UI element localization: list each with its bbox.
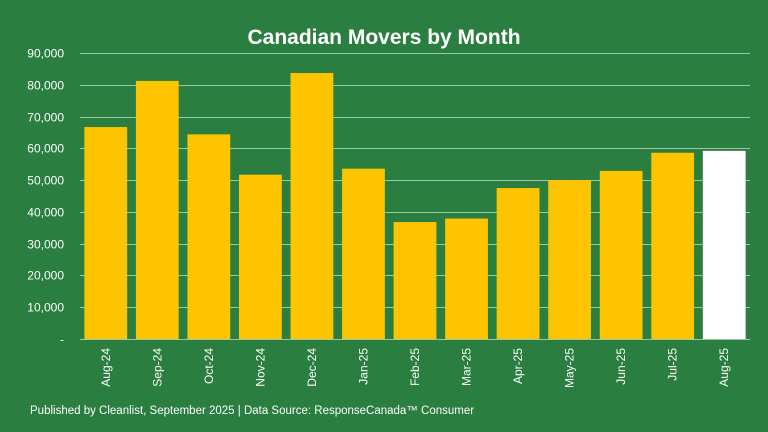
bar-nov-24 bbox=[239, 174, 282, 339]
bar-apr-25 bbox=[496, 188, 540, 339]
y-tick-label: 20,000 bbox=[27, 269, 64, 283]
x-tick-label: Jan-25 bbox=[356, 348, 370, 385]
x-tick-label: Feb-25 bbox=[408, 348, 422, 386]
bar-mar-25 bbox=[445, 218, 488, 339]
x-tick-label: May-25 bbox=[563, 348, 577, 388]
y-tick-label: 50,000 bbox=[27, 174, 64, 188]
bar-jan-25 bbox=[342, 168, 385, 339]
bar-may-25 bbox=[548, 180, 592, 339]
x-tick-label: Sep-24 bbox=[150, 348, 164, 387]
x-tick-label: Aug-25 bbox=[717, 348, 731, 387]
footer-note: Published by Cleanlist, September 2025 |… bbox=[30, 405, 475, 417]
y-tick-label: 30,000 bbox=[27, 238, 64, 252]
y-tick-label: - bbox=[60, 333, 64, 347]
y-tick-label: 60,000 bbox=[27, 142, 64, 156]
y-tick-label: 40,000 bbox=[27, 206, 64, 220]
x-tick-label: Oct-24 bbox=[202, 348, 216, 384]
x-tick-label: Jun-25 bbox=[614, 348, 628, 385]
x-tick-label: Apr-25 bbox=[511, 348, 525, 384]
bar-oct-24 bbox=[187, 134, 231, 339]
bar-sep-24 bbox=[135, 80, 179, 340]
y-tick-label: 90,000 bbox=[27, 47, 64, 61]
x-tick-label: Jul-25 bbox=[666, 348, 680, 381]
chart-title: Canadian Movers by Month bbox=[247, 26, 521, 49]
y-axis: - 10,000 20,000 30,000 40,000 50,000 60,000 70,… bbox=[27, 47, 64, 347]
y-tick-label: 80,000 bbox=[27, 79, 64, 93]
bar-jun-25 bbox=[599, 170, 643, 339]
x-tick-label: Nov-24 bbox=[253, 348, 267, 387]
bar-aug-25 bbox=[702, 150, 746, 339]
y-tick-label: 10,000 bbox=[27, 301, 64, 315]
bar-dec-24 bbox=[290, 73, 334, 340]
bar-jul-25 bbox=[651, 152, 695, 339]
bars bbox=[84, 73, 746, 340]
x-tick-label: Aug-24 bbox=[99, 348, 113, 387]
bar-feb-25 bbox=[393, 222, 437, 339]
y-tick-label: 70,000 bbox=[27, 111, 64, 125]
bar-aug-24 bbox=[84, 127, 128, 339]
x-tick-label: Mar-25 bbox=[460, 348, 474, 386]
x-tick-label: Dec-24 bbox=[305, 348, 319, 387]
x-axis: Aug-24 Sep-24 Oct-24 Nov-24 Dec-24 Jan-25 Feb-… bbox=[99, 348, 731, 388]
